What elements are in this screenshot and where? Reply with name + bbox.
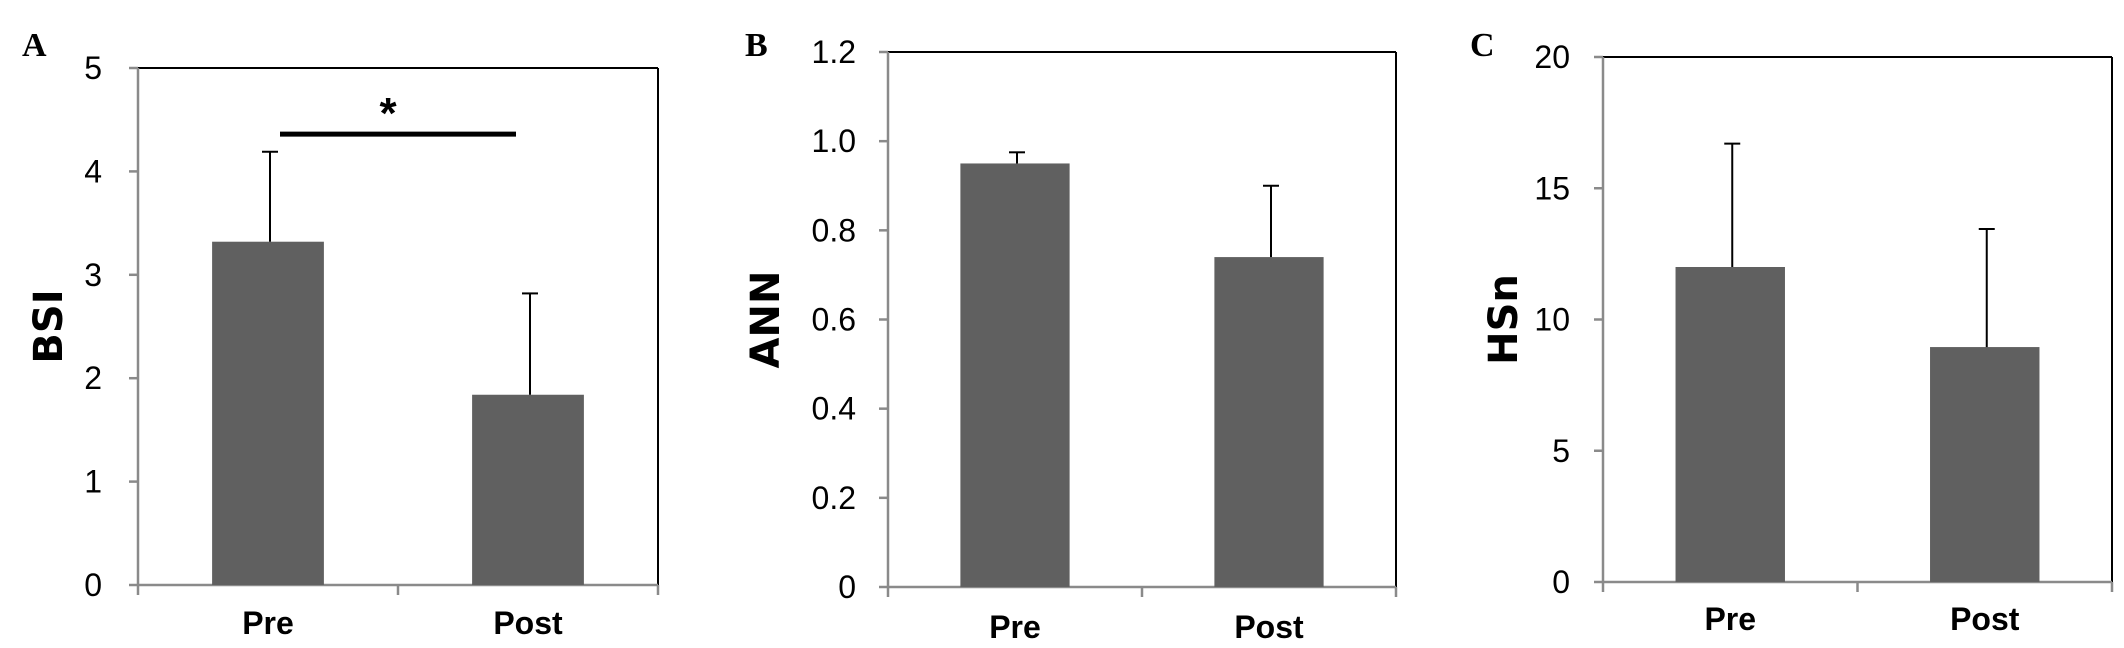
y-axis-title: BSI	[26, 289, 72, 363]
y-tick-label: 0.8	[812, 212, 856, 248]
y-tick-label: 20	[1534, 39, 1570, 75]
y-tick-label: 0.4	[812, 391, 856, 427]
panel-c: C 0 5 10 15 20 Pre Post HSn	[1470, 27, 2114, 637]
y-tick-label: 4	[84, 153, 102, 189]
y-tick-label: 0	[1552, 564, 1570, 600]
y-tick-label: 5	[1552, 433, 1570, 469]
bar-pre	[212, 241, 324, 585]
category-label: Pre	[989, 609, 1041, 645]
y-axis-title: ANN	[743, 271, 789, 369]
panel-a: A 0 1 2 3 4 5 Pre Post BSI *	[22, 27, 660, 641]
category-label: Post	[493, 605, 563, 641]
significance-star: *	[379, 89, 397, 138]
y-tick-label: 0	[84, 567, 102, 603]
category-label: Pre	[242, 605, 294, 641]
bar-pre	[960, 163, 1070, 588]
y-axis-title: HSn	[1481, 274, 1527, 365]
y-tick-label: 2	[84, 360, 102, 396]
bar-pre	[1675, 267, 1785, 582]
y-tick-label: 1.2	[812, 34, 856, 70]
y-tick-label: 3	[84, 257, 102, 293]
y-tick-label: 1	[84, 464, 102, 500]
y-tick-label: 5	[84, 50, 102, 86]
y-tick-label: 0	[838, 569, 856, 605]
y-tick-label: 0.6	[812, 302, 856, 338]
panel-letter: A	[22, 27, 47, 64]
bar-post	[1930, 347, 2040, 582]
bar-post	[472, 394, 584, 585]
panel-b: B 0 0.2 0.4 0.6 0.8 1.0 1.2 Pre Post ANN	[743, 27, 1398, 645]
category-label: Post	[1234, 609, 1304, 645]
bar-post	[1214, 257, 1324, 587]
y-tick-label: 0.2	[812, 480, 856, 516]
panel-letter: C	[1470, 27, 1495, 64]
category-label: Post	[1950, 601, 2020, 637]
category-label: Pre	[1704, 601, 1756, 637]
y-tick-label: 1.0	[812, 123, 856, 159]
panel-letter: B	[745, 27, 768, 64]
y-tick-label: 15	[1534, 170, 1570, 206]
y-tick-label: 10	[1534, 302, 1570, 338]
